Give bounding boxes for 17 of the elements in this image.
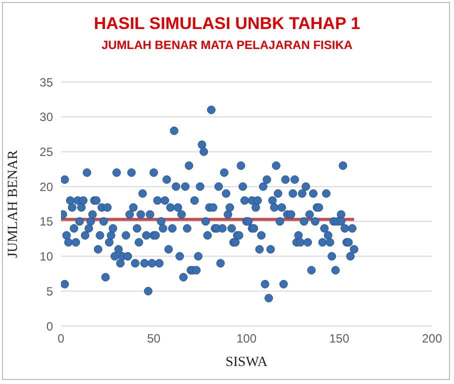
chart-subtitle: JUMLAH BENAR MATA PELAJARAN FISIKA [100, 38, 354, 52]
y-tick-label: 30 [40, 110, 54, 124]
y-tick-label: 35 [40, 75, 54, 90]
y-tick-label: 0 [46, 319, 54, 334]
x-tick-label: 0 [58, 332, 65, 346]
y-tick-label: 20 [40, 180, 54, 194]
y-tick-label: 10 [40, 250, 54, 264]
x-tick-label: 200 [422, 332, 442, 346]
y-tick-label: 25 [40, 144, 54, 159]
chart-title: HASIL SIMULASI UNBK TAHAP 1 [92, 14, 362, 34]
x-axis-title: SISWA [225, 355, 268, 370]
y-tick-label: 15 [40, 214, 54, 229]
x-tick-label: 100 [236, 332, 257, 346]
x-tick-label: 50 [147, 332, 161, 346]
x-tick-label: 150 [329, 332, 350, 346]
y-tick-label: 5 [46, 284, 54, 298]
y-axis-title: JUMLAH BENAR [6, 149, 21, 258]
